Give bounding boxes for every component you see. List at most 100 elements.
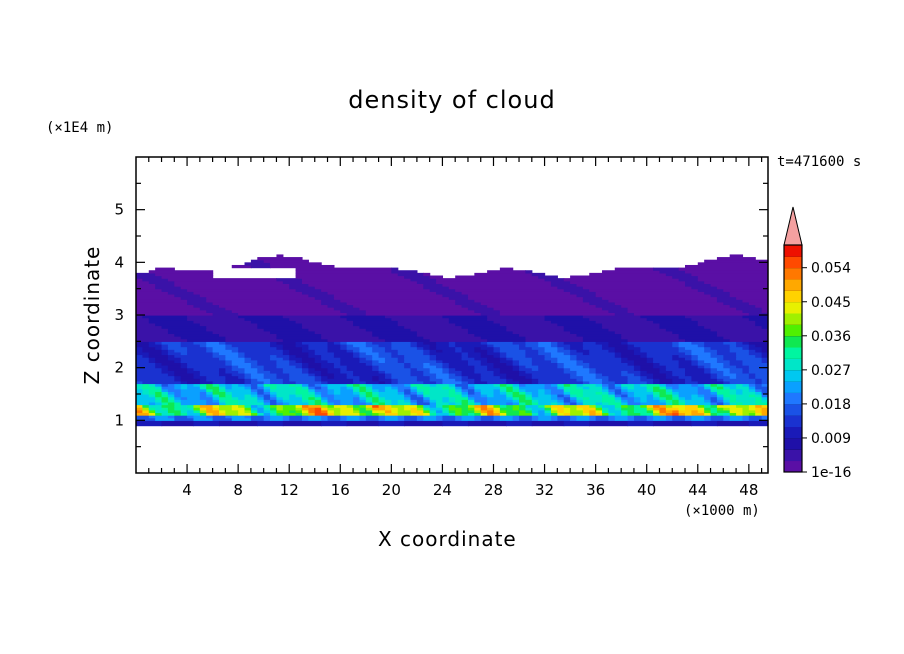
field-cell xyxy=(397,349,424,353)
field-cell xyxy=(704,325,763,329)
field-cell xyxy=(480,388,495,392)
field-cell xyxy=(550,417,558,421)
field-cell xyxy=(614,404,622,408)
field-cell xyxy=(627,394,635,398)
field-cell xyxy=(448,388,456,392)
field-cell xyxy=(512,357,533,361)
field-cell xyxy=(244,351,284,356)
field-cell xyxy=(282,378,290,382)
field-cell xyxy=(225,383,233,387)
field-cell xyxy=(442,378,456,382)
field-cell xyxy=(429,378,444,382)
field-cell xyxy=(353,391,361,395)
field-cell xyxy=(512,386,520,390)
field-cell xyxy=(678,375,692,379)
field-cell xyxy=(180,399,207,403)
field-cell xyxy=(136,312,214,316)
field-cell xyxy=(359,404,367,408)
field-cell xyxy=(225,346,239,350)
field-cell xyxy=(474,365,488,369)
field-cell xyxy=(308,396,316,400)
colorbar-swatch xyxy=(784,245,802,257)
field-cell xyxy=(429,343,437,348)
field-cell xyxy=(314,409,322,414)
field-cell xyxy=(474,367,488,371)
field-cell xyxy=(570,346,584,350)
field-cell xyxy=(538,415,552,419)
field-cell xyxy=(212,346,226,350)
field-cell xyxy=(378,354,392,358)
field-cell xyxy=(136,359,150,363)
field-cell xyxy=(187,409,195,414)
field-cell xyxy=(340,401,354,406)
field-cell xyxy=(576,354,616,358)
field-cell xyxy=(467,383,475,387)
field-cell xyxy=(748,407,756,411)
field-cell xyxy=(404,275,431,279)
field-cell xyxy=(474,378,482,382)
field-cell xyxy=(697,359,705,363)
field-cell xyxy=(378,391,399,395)
field-cell xyxy=(142,386,156,390)
field-cell xyxy=(582,394,603,398)
field-cell xyxy=(716,296,737,300)
field-cell xyxy=(563,407,571,411)
field-cell xyxy=(136,351,150,356)
field-cell xyxy=(180,341,195,345)
field-cell xyxy=(576,399,584,403)
field-cell xyxy=(748,375,756,379)
field-cell xyxy=(570,275,673,279)
field-cell xyxy=(136,407,143,411)
field-cell xyxy=(685,396,692,400)
field-cell xyxy=(340,370,354,374)
field-cell xyxy=(659,383,667,387)
field-cell xyxy=(480,407,488,411)
field-cell xyxy=(180,409,188,414)
field-cell xyxy=(327,343,341,348)
field-cell xyxy=(531,394,539,398)
field-cell xyxy=(538,394,552,398)
field-cell xyxy=(231,415,246,419)
field-cell xyxy=(531,357,546,361)
field-cell xyxy=(301,417,309,421)
field-cell xyxy=(263,380,271,385)
field-cell xyxy=(442,362,450,366)
field-cell xyxy=(563,386,578,390)
field-cell xyxy=(321,354,335,358)
field-cell xyxy=(653,396,661,400)
field-cell xyxy=(602,407,610,411)
field-cell xyxy=(742,367,750,371)
field-cell xyxy=(659,362,680,366)
field-cell xyxy=(436,365,444,369)
field-cell xyxy=(761,359,768,363)
field-cell xyxy=(136,317,150,321)
field-cell xyxy=(729,375,737,379)
field-cell xyxy=(206,388,214,392)
field-cell xyxy=(474,357,488,361)
field-cell xyxy=(314,391,322,395)
field-cell xyxy=(608,412,616,416)
field-cell xyxy=(614,391,622,395)
field-cell xyxy=(238,404,246,408)
field-cell xyxy=(653,357,673,361)
field-cell xyxy=(480,362,495,366)
colorbar-swatch xyxy=(784,279,802,291)
field-cell xyxy=(487,304,597,308)
field-cell xyxy=(633,386,648,390)
field-cell xyxy=(187,288,297,292)
field-cell xyxy=(595,404,603,408)
field-cell xyxy=(614,312,635,316)
field-cell xyxy=(155,412,163,416)
colorbar-swatch xyxy=(784,415,802,427)
field-cell xyxy=(282,367,303,371)
field-cell xyxy=(748,412,756,416)
field-cell xyxy=(270,415,284,419)
field-cell xyxy=(697,278,768,282)
field-cell xyxy=(429,391,450,395)
field-cell xyxy=(474,401,482,406)
field-cell xyxy=(742,341,750,345)
field-cell xyxy=(193,291,303,295)
field-cell xyxy=(723,378,756,382)
field-cell xyxy=(397,378,418,382)
field-cell xyxy=(659,378,673,382)
